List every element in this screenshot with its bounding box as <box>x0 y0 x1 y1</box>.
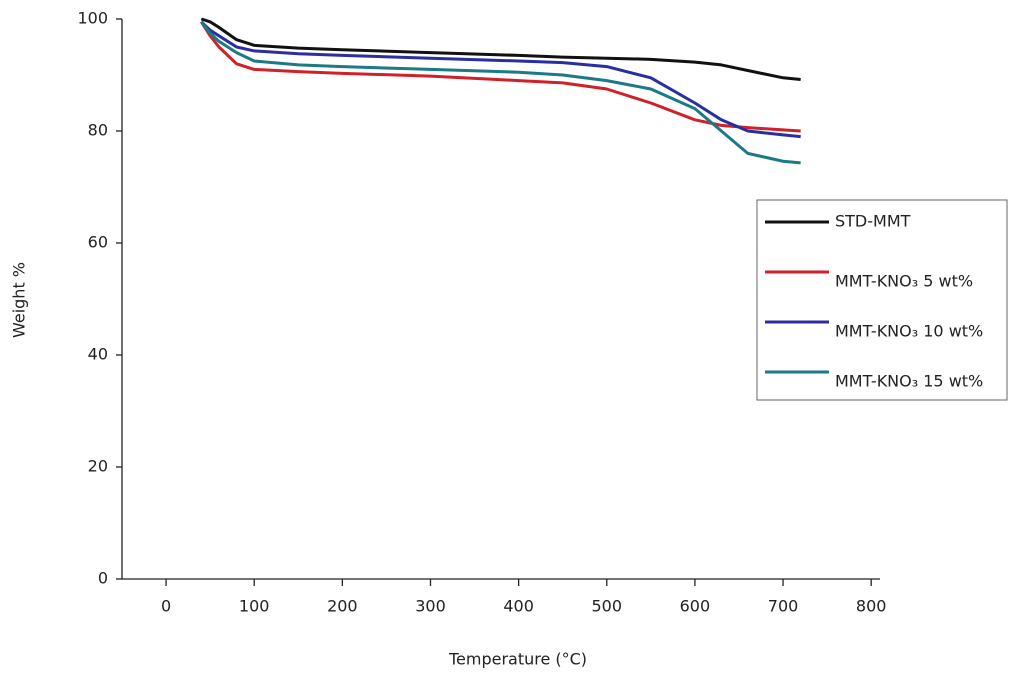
y-tick-label: 0 <box>98 569 108 588</box>
x-tick-label: 500 <box>591 597 622 616</box>
x-tick-label: 700 <box>768 597 799 616</box>
y-tick-label: 40 <box>88 345 108 364</box>
x-axis-label: Temperature (°C) <box>448 650 587 669</box>
line-series <box>200 20 801 165</box>
line-series <box>200 17 801 81</box>
legend-label: MMT-KNO₃ 5 wt% <box>835 272 973 291</box>
legend-label: MMT-KNO₃ 10 wt% <box>835 322 983 341</box>
legend-label: STD-MMT <box>835 212 911 231</box>
x-tick-label: 600 <box>680 597 711 616</box>
y-axis-label: Weight % <box>10 262 29 338</box>
x-tick-label: 100 <box>239 597 270 616</box>
x-tick-label: 200 <box>327 597 358 616</box>
legend-box <box>756 199 1008 401</box>
line-series <box>200 21 801 133</box>
legend-label: MMT-KNO₃ 15 wt% <box>835 372 983 391</box>
y-tick-label: 80 <box>88 121 108 140</box>
x-tick-label: 300 <box>415 597 446 616</box>
x-tick-label: 0 <box>161 597 171 616</box>
y-tick-label: 60 <box>88 233 108 252</box>
line-series <box>200 20 801 139</box>
x-tick-label: 400 <box>503 597 534 616</box>
y-tick-label: 100 <box>77 9 108 28</box>
x-tick-label: 800 <box>856 597 887 616</box>
y-tick-label: 20 <box>88 457 108 476</box>
